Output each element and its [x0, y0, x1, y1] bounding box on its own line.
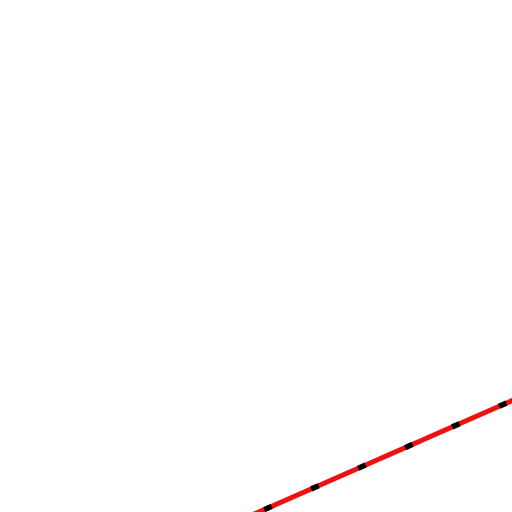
- dashed-line: [252, 397, 512, 512]
